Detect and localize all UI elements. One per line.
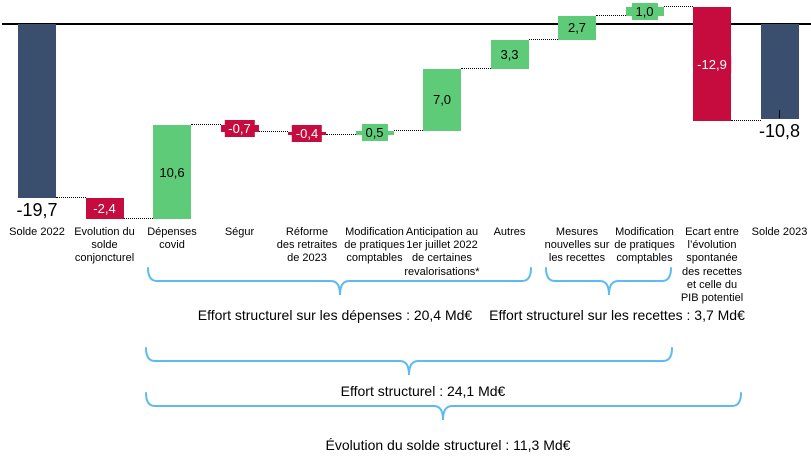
label-effort-structurel: Effort structurel : 24,1 Md€	[340, 383, 506, 399]
value-label-modification-pratiques-comptables-depenses: 0,5	[361, 124, 388, 142]
connector-6	[461, 67, 491, 69]
bar-solde-2023	[760, 24, 799, 120]
connector-2	[191, 124, 221, 126]
category-label-modification-pratiques-comptables-recettes: Modification de pratiques comptables	[614, 226, 675, 265]
category-label-modification-pratiques-comptables-depenses: Modification de pratiques comptables	[344, 226, 405, 265]
connector-7	[528, 38, 558, 40]
value-label-evolution-solde-conjoncturel: -2,4	[89, 199, 120, 217]
connector-1	[123, 217, 153, 219]
value-label-solde-2022: -19,7	[16, 199, 58, 220]
category-label-segur: Ségur	[224, 226, 255, 238]
connector-10	[731, 120, 761, 122]
value-label-modification-pratiques-comptables-recettes: 1,0	[631, 3, 658, 21]
value-label-anticipation-revalorisations: 7,0	[428, 91, 456, 109]
brace-evolution-solde-structurel	[145, 392, 742, 421]
category-label-evolution-solde-conjoncturel: Evolution du solde conjoncturel	[74, 226, 135, 265]
bar-solde-2022	[18, 24, 56, 198]
value-label-ecart-recettes-pib-potentiel: -12,9	[693, 55, 731, 73]
category-label-solde-2023: Solde 2023	[751, 226, 808, 238]
value-label-autres: 3,3	[496, 45, 523, 63]
label-effort-recettes: Effort structurel sur les recettes : 3,7…	[489, 307, 745, 323]
connector-8	[596, 15, 626, 17]
category-label-reforme-retraites-2023: Réforme des retraites de 2023	[276, 226, 338, 265]
value-label-depenses-covid: 10,6	[155, 163, 189, 181]
connector-3	[258, 130, 288, 132]
label-evolution-solde-structurel: Évolution du solde structurel : 11,3 Md€	[325, 437, 571, 453]
category-label-autres: Autres	[493, 226, 526, 238]
label-effort-depenses: Effort structurel sur les dépenses : 20,…	[197, 307, 473, 323]
value-label-mesures-nouvelles-recettes: 2,7	[563, 19, 591, 37]
value-label-reforme-retraites-2023: -0,4	[291, 124, 323, 142]
connector-9	[663, 6, 693, 8]
brace-effort-structurel	[145, 347, 673, 376]
category-label-ecart-recettes-pib-potentiel: Ecart entre l’évolution spontanée des re…	[680, 226, 744, 304]
value-label-solde-2023: -10,8	[758, 121, 801, 142]
value-label-segur: -0,7	[224, 120, 255, 138]
brace-effort-recettes	[545, 267, 672, 296]
category-label-depenses-covid: Dépenses covid	[147, 226, 197, 252]
connector-0	[56, 196, 86, 198]
connector-4	[326, 134, 356, 136]
connector-5	[393, 129, 423, 131]
category-label-mesures-nouvelles-recettes: Mesures nouvelles sur les recettes	[544, 226, 610, 265]
leader-tick-solde-2023	[778, 110, 781, 119]
category-label-solde-2022: Solde 2022	[9, 226, 65, 238]
zero-axis-line	[2, 23, 811, 25]
brace-effort-depenses	[147, 267, 532, 296]
category-label-anticipation-revalorisations: Anticipation au 1er juillet 2022 de cert…	[404, 226, 480, 278]
